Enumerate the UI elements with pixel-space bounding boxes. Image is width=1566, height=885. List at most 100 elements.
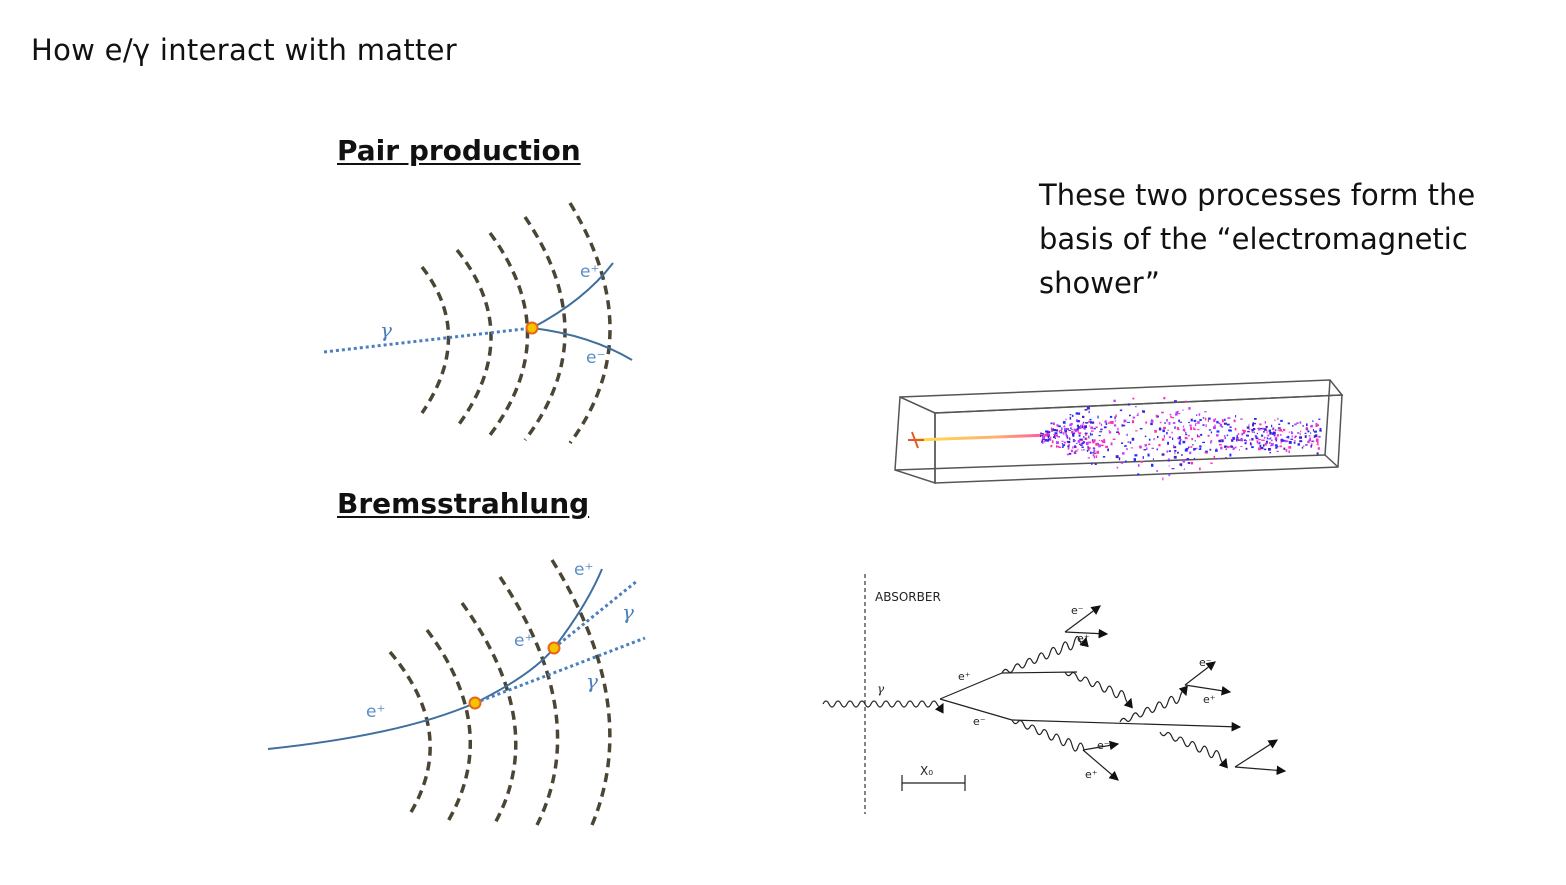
shower-particle (1287, 422, 1290, 425)
shower-particle (1085, 433, 1087, 436)
shower-particle (1190, 427, 1193, 431)
shower-particle (1107, 422, 1110, 424)
electron-branch (939, 698, 1013, 721)
shower-particle (1272, 428, 1274, 430)
shower-particle (1195, 422, 1197, 425)
shower-particle (1071, 428, 1073, 430)
shower-particle (1078, 434, 1081, 437)
shower-particle (1143, 449, 1147, 451)
shower-particle (1310, 446, 1312, 448)
shower-particle (1185, 400, 1187, 403)
shower-particle (1214, 424, 1216, 427)
shower-particle (1308, 439, 1311, 442)
shower-particle (1061, 443, 1063, 445)
shower-particle (1131, 437, 1135, 441)
shower-particle (1182, 440, 1186, 444)
shower-particle (1050, 422, 1053, 425)
shower-particle (1179, 421, 1183, 423)
shower-particle (1173, 446, 1177, 449)
shower-particle (1243, 432, 1245, 434)
shower-particle (1067, 445, 1070, 448)
shower-particle (1316, 452, 1319, 455)
shower-particle (1302, 445, 1305, 447)
shower-particle (1177, 429, 1180, 431)
shower-particle (1224, 418, 1226, 421)
shower-particle (1243, 439, 1246, 442)
shower-particle (1088, 410, 1090, 414)
shower-particle (1266, 430, 1268, 434)
shower-particle (1087, 449, 1090, 451)
electron-branch (1184, 684, 1232, 696)
shower-particle (1168, 422, 1171, 425)
slide-title: How e/γ interact with matter (31, 33, 458, 67)
electron-branch (1064, 605, 1101, 633)
shower-particle (1316, 441, 1319, 444)
shower-particle (1097, 415, 1099, 419)
electron-label: e⁻ (973, 715, 986, 728)
shower-particle (1270, 443, 1274, 446)
shower-particle (1059, 429, 1062, 431)
shower-particle (1094, 463, 1097, 465)
shower-particle (1312, 420, 1314, 423)
shower-particle (1042, 441, 1044, 444)
shower-particle (1085, 422, 1089, 424)
shower-particle (1082, 421, 1084, 424)
photon-wave (1159, 731, 1228, 769)
shower-particle (1116, 466, 1119, 469)
shower-particle (1171, 431, 1173, 434)
shower-particle (1063, 425, 1066, 428)
shower-particle (1153, 438, 1155, 441)
shower-particle (1154, 430, 1157, 433)
shower-particle (1246, 434, 1249, 437)
shower-particle (1195, 423, 1197, 427)
shower-particle (1251, 429, 1254, 431)
shower-particle (1128, 403, 1130, 406)
shower-particle (1253, 423, 1256, 425)
shower-particle (1218, 439, 1221, 443)
shower-particle (1316, 444, 1319, 446)
shower-particle (1076, 428, 1079, 431)
shower-particle (1050, 436, 1052, 438)
layer-arc (455, 248, 493, 429)
shower-particle (1042, 433, 1044, 435)
shower-particle (1066, 453, 1069, 456)
shower-particle (1302, 425, 1304, 427)
shower-particle (1234, 427, 1237, 431)
shower-particle (1063, 441, 1066, 444)
electron-branch (1082, 749, 1119, 781)
shower-particle (1181, 454, 1183, 456)
shower-particle (1054, 437, 1056, 439)
shower-particle (1280, 419, 1283, 422)
bremsstrahlung-diagram: e⁺ e⁺ e⁺ γ γ (262, 555, 662, 827)
shower-particle (1075, 412, 1078, 415)
shower-particle (1257, 427, 1260, 430)
shower-particle (1299, 433, 1301, 436)
shower-particle (1040, 439, 1042, 441)
shower-particle (1123, 419, 1127, 423)
shower-particle (1179, 443, 1182, 445)
shower-particle (1222, 419, 1224, 423)
shower-particle (1099, 422, 1101, 425)
shower-particle (1066, 428, 1070, 430)
shower-particle (1301, 446, 1304, 449)
shower-particle (1089, 425, 1091, 427)
shower-particle (1190, 446, 1193, 448)
shower-particle (1225, 457, 1227, 459)
shower-particle (1177, 437, 1179, 440)
shower-particle (1069, 437, 1071, 441)
shower-particle (1050, 427, 1052, 430)
shower-particle (1065, 434, 1068, 438)
shower-particle (1163, 426, 1166, 429)
shower-particle (1098, 439, 1100, 441)
shower-particle (1202, 441, 1205, 444)
shower-particle (1096, 450, 1100, 454)
shower-particle (1294, 423, 1297, 426)
shower-particle (1129, 414, 1131, 417)
shower-particle (1069, 423, 1072, 427)
photon1-label: γ (622, 600, 634, 624)
shower-particle (1174, 450, 1177, 452)
shower-particle (1138, 464, 1140, 467)
shower-particle (1041, 435, 1043, 436)
shower-particle (1285, 449, 1288, 452)
shower-particle (1171, 468, 1175, 470)
